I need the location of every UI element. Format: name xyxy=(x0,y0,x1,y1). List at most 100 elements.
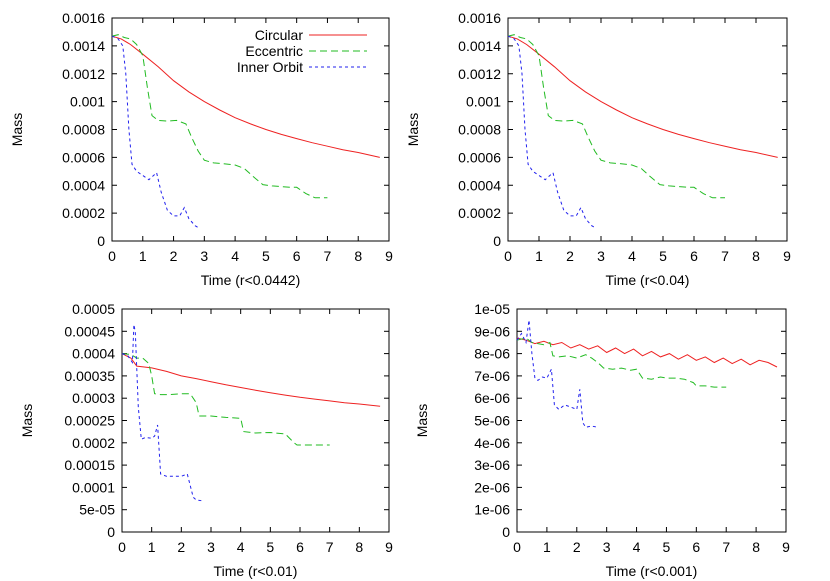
y-tick-label: 0.00035 xyxy=(64,368,115,384)
y-tick-label: 9e-06 xyxy=(474,323,510,339)
x-tick-label: 5 xyxy=(663,539,671,555)
x-tick-label: 5 xyxy=(659,248,667,264)
y-tick-label: 0.0002 xyxy=(62,205,105,221)
x-tick-label: 2 xyxy=(177,539,185,555)
y-tick-label: 0.0001 xyxy=(72,479,115,495)
plot-frame xyxy=(507,17,788,242)
y-tick-label: 0.0008 xyxy=(62,122,105,138)
series-line-circular xyxy=(121,353,381,407)
x-tick-label: 8 xyxy=(354,248,362,264)
y-tick-label: 0.001 xyxy=(466,94,501,110)
y-tick-label: 5e-06 xyxy=(474,413,510,429)
chart-panel-1: 0 1 2 3 4 5 6 7 8 9 0 0.0002 0.0004 0.0006 0.0008 0.001… xyxy=(9,10,393,288)
x-tick-label: 1 xyxy=(139,248,147,264)
y-tick-label: 0.0004 xyxy=(458,177,501,193)
y-tick-label: 0.0012 xyxy=(62,66,105,82)
y-tick-label: 3e-06 xyxy=(474,457,510,473)
series-line-circular xyxy=(507,35,778,158)
chart-panel-2: 0 1 2 3 4 5 6 7 8 9 0 0.0002 0.0004 0.0006 0.0008 0.001… xyxy=(405,10,791,288)
x-tick-label: 7 xyxy=(324,248,332,264)
y-tick-label: 0 xyxy=(502,524,510,540)
x-tick-label: 0 xyxy=(504,248,512,264)
y-tick-label: 0.0004 xyxy=(62,177,105,193)
y-axis-label: Mass xyxy=(19,404,35,437)
series-line-inner-orbit xyxy=(111,35,200,229)
y-tick-label: 0.0014 xyxy=(458,38,501,54)
x-tick-label: 6 xyxy=(690,248,698,264)
x-tick-label: 8 xyxy=(752,248,760,264)
y-tick-label: 0.0002 xyxy=(72,435,115,451)
x-axis-label: Time (r<0.0442) xyxy=(201,272,300,288)
x-tick-label: 5 xyxy=(266,539,274,555)
legend-label: Eccentric xyxy=(245,43,303,59)
x-tick-label: 1 xyxy=(148,539,156,555)
x-tick-label: 5 xyxy=(262,248,270,264)
x-tick-label: 9 xyxy=(385,248,393,264)
y-tick-label: 1e-05 xyxy=(474,301,510,317)
series-line-circular xyxy=(516,337,778,368)
legend-label: Circular xyxy=(255,27,304,43)
series-line-circular xyxy=(111,35,380,158)
x-tick-label: 3 xyxy=(200,248,208,264)
x-tick-label: 3 xyxy=(597,248,605,264)
x-tick-label: 9 xyxy=(385,539,393,555)
x-tick-label: 4 xyxy=(628,248,636,264)
x-tick-label: 6 xyxy=(296,539,304,555)
y-axis-label: Mass xyxy=(414,404,430,437)
x-tick-label: 9 xyxy=(783,248,791,264)
series-line-inner-orbit xyxy=(516,320,598,428)
y-tick-label: 0.0002 xyxy=(458,205,501,221)
y-tick-label: 0.001 xyxy=(70,94,105,110)
legend-label: Inner Orbit xyxy=(237,59,303,75)
series-line-eccentric xyxy=(507,34,725,199)
series-line-eccentric xyxy=(121,353,330,446)
x-tick-label: 0 xyxy=(513,539,521,555)
chart-panel-3: 0 1 2 3 4 5 6 7 8 9 0 5e-05 0.0001 0.00015 0.0002 0.000… xyxy=(19,301,393,579)
x-axis-label: Time (r<0.01) xyxy=(214,563,298,579)
chart-panel-4: 0 1 2 3 4 5 6 7 8 9 0 1e-06 2e-06 3e-06 4e-06 5e-06 6e-0… xyxy=(414,301,790,579)
y-tick-label: 0 xyxy=(97,233,105,249)
y-tick-label: 0.0016 xyxy=(458,10,501,26)
x-tick-label: 7 xyxy=(326,539,334,555)
x-tick-label: 4 xyxy=(633,539,641,555)
x-tick-label: 1 xyxy=(535,248,543,264)
y-tick-label: 5e-05 xyxy=(79,502,115,518)
y-tick-label: 0.0003 xyxy=(72,390,115,406)
y-tick-label: 0.0008 xyxy=(458,122,501,138)
y-tick-label: 0.0016 xyxy=(62,10,105,26)
x-tick-label: 8 xyxy=(355,539,363,555)
x-tick-label: 2 xyxy=(573,539,581,555)
x-tick-label: 4 xyxy=(231,248,239,264)
x-tick-label: 7 xyxy=(722,539,730,555)
y-axis-label: Mass xyxy=(9,113,25,146)
plot-frame xyxy=(516,308,787,533)
x-tick-label: 3 xyxy=(207,539,215,555)
y-tick-label: 0.0006 xyxy=(458,149,501,165)
y-tick-label: 0.0004 xyxy=(72,346,115,362)
y-tick-label: 0.00045 xyxy=(64,323,115,339)
y-tick-label: 0.00025 xyxy=(64,413,115,429)
x-tick-label: 8 xyxy=(752,539,760,555)
x-tick-label: 1 xyxy=(543,539,551,555)
y-axis-label: Mass xyxy=(405,113,421,146)
y-tick-label: 7e-06 xyxy=(474,368,510,384)
x-tick-label: 2 xyxy=(566,248,574,264)
x-tick-label: 0 xyxy=(118,539,126,555)
y-tick-label: 6e-06 xyxy=(474,390,510,406)
y-tick-label: 0 xyxy=(107,524,115,540)
series-line-eccentric xyxy=(516,337,727,388)
y-tick-label: 0.0005 xyxy=(72,301,115,317)
y-tick-label: 0.0014 xyxy=(62,38,105,54)
x-tick-label: 4 xyxy=(237,539,245,555)
x-axis-label: Time (r<0.04) xyxy=(606,272,690,288)
y-tick-label: 8e-06 xyxy=(474,346,510,362)
y-tick-label: 1e-06 xyxy=(474,502,510,518)
x-tick-label: 3 xyxy=(603,539,611,555)
y-tick-label: 4e-06 xyxy=(474,435,510,451)
y-tick-label: 0.00015 xyxy=(64,457,115,473)
x-tick-label: 6 xyxy=(293,248,301,264)
series-line-inner-orbit xyxy=(121,324,203,502)
x-tick-label: 0 xyxy=(108,248,116,264)
